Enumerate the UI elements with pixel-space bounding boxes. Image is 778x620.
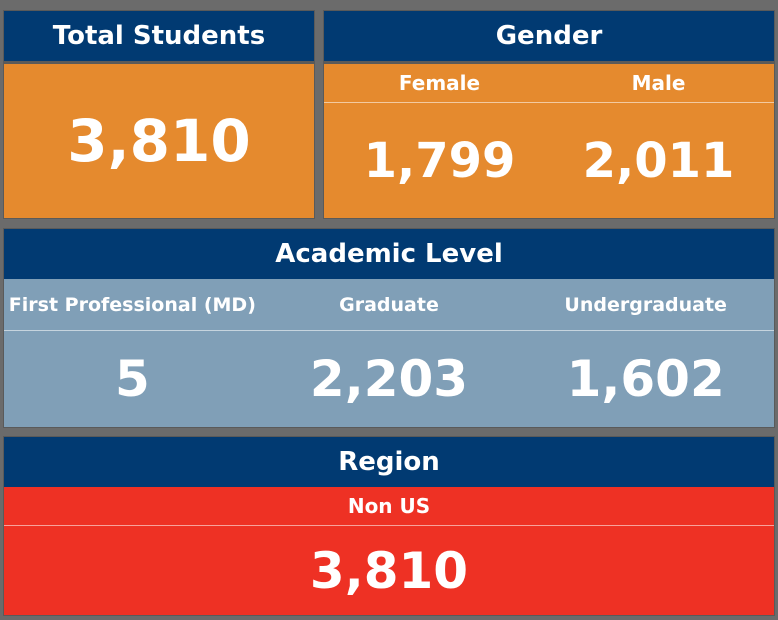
academic-label-md: First Professional (MD) [8,293,256,316]
academic-value-md: 5 [114,350,150,408]
academic-level-labels-row: First Professional (MD) Graduate Undergr… [4,279,774,330]
total-students-value: 3,810 [67,107,251,175]
region-title: Region [338,447,440,477]
academic-level-header: Academic Level [4,229,774,279]
region-card: Region Non US 3,810 [3,436,775,616]
region-labels-row: Non US [4,487,774,525]
academic-value-undergraduate: 1,602 [566,350,725,408]
total-students-body: 3,810 [4,61,314,218]
gender-value-female: 1,799 [363,132,516,189]
gender-value-male: 2,011 [582,132,735,189]
region-value-non-us: 3,810 [309,541,469,600]
academic-level-body: First Professional (MD) Graduate Undergr… [4,279,774,427]
academic-value-graduate: 2,203 [309,350,469,408]
gender-values-row: 1,799 2,011 [324,102,774,218]
gender-label-male: Male [631,71,686,95]
academic-level-card: Academic Level First Professional (MD) G… [3,228,775,428]
academic-level-title: Academic Level [275,239,503,269]
total-students-header: Total Students [4,11,314,61]
academic-label-graduate: Graduate [339,293,439,316]
region-header: Region [4,437,774,487]
region-values-row: 3,810 [4,525,774,615]
academic-label-undergraduate: Undergraduate [564,293,727,316]
region-body: Non US 3,810 [4,487,774,615]
total-students-title: Total Students [52,21,266,51]
gender-title: Gender [495,21,603,51]
region-label-non-us: Non US [347,494,431,518]
total-students-card: Total Students 3,810 [3,10,315,219]
gender-labels-row: Female Male [324,64,774,102]
gender-body: Female Male 1,799 2,011 [324,61,774,218]
academic-level-values-row: 5 2,203 1,602 [4,330,774,427]
gender-header: Gender [324,11,774,61]
gender-label-female: Female [398,71,481,95]
gender-card: Gender Female Male 1,799 2,011 [323,10,775,219]
